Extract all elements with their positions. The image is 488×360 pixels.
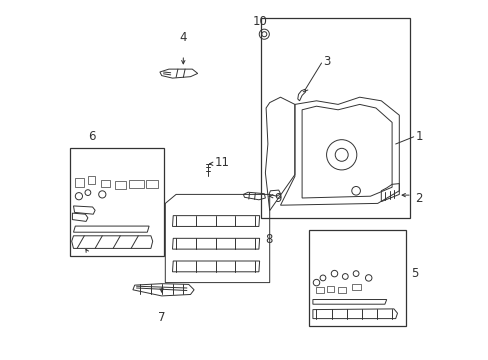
Bar (337, 287, 346, 293)
Text: 7: 7 (158, 311, 165, 324)
Text: 4: 4 (179, 31, 187, 44)
Bar (88, 176, 95, 184)
Text: 2: 2 (415, 192, 422, 204)
Bar (309, 230, 406, 326)
Bar (145, 180, 158, 188)
Text: 1: 1 (415, 130, 422, 143)
Text: 5: 5 (410, 267, 417, 280)
Bar (316, 287, 324, 293)
Text: 9: 9 (273, 192, 281, 204)
Bar (115, 181, 125, 189)
Bar (70, 148, 163, 256)
Text: 3: 3 (322, 55, 330, 68)
Bar (129, 180, 143, 188)
Bar (260, 18, 409, 218)
Bar (326, 286, 334, 292)
Bar (75, 178, 84, 187)
Bar (101, 180, 109, 187)
Text: 8: 8 (264, 233, 272, 246)
Text: 11: 11 (215, 156, 229, 169)
Text: 6: 6 (87, 130, 95, 143)
Text: 10: 10 (252, 15, 267, 28)
Bar (352, 284, 361, 290)
